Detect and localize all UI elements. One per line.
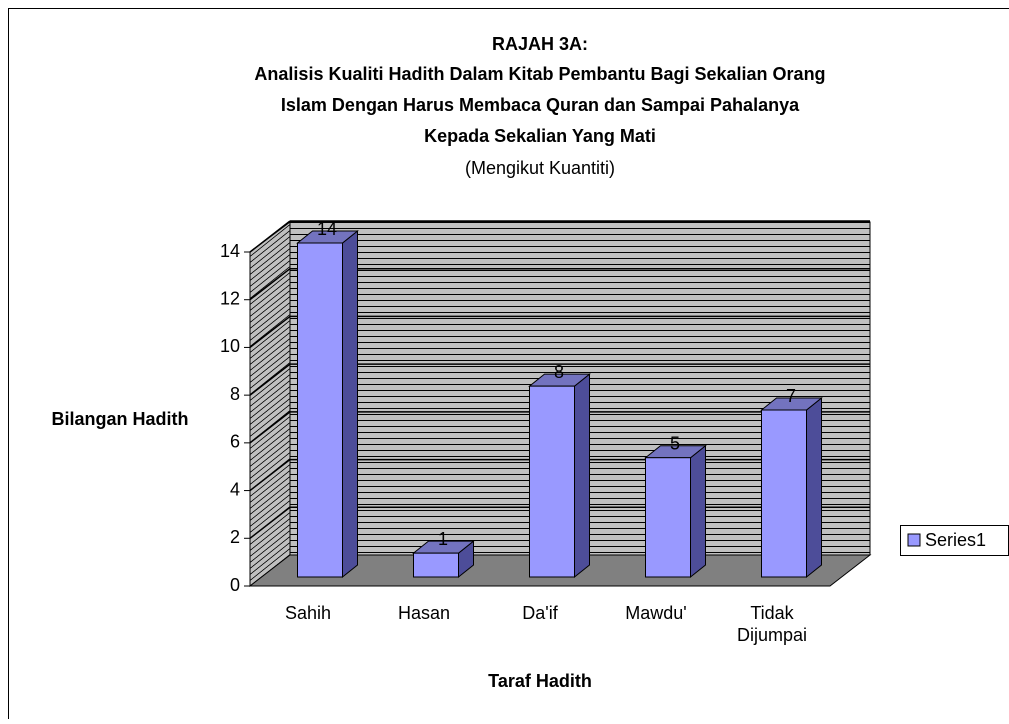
value-label: 7	[786, 386, 796, 406]
legend-label: Series1	[925, 530, 986, 550]
bar	[762, 410, 807, 577]
y-tick-label: 6	[230, 432, 240, 452]
bar-side	[807, 398, 822, 577]
title-line: RAJAH 3A:	[492, 34, 588, 54]
x-axis-label: Taraf Hadith	[488, 671, 592, 691]
x-tick-label: Tidak Dijumpai	[722, 602, 822, 646]
title-line: Kepada Sekalian Yang Mati	[424, 126, 656, 146]
y-tick-label: 8	[230, 384, 240, 404]
x-tick-label-box: Tidak Dijumpai	[722, 602, 822, 652]
y-tick-label: 0	[230, 575, 240, 595]
y-tick-label: 10	[220, 336, 240, 356]
x-tick-label-box: Sahih	[258, 602, 358, 652]
y-tick-label: 2	[230, 527, 240, 547]
value-label: 1	[438, 529, 448, 549]
x-tick-label: Mawdu'	[606, 602, 706, 624]
bar	[530, 386, 575, 577]
x-tick-label-box: Hasan	[374, 602, 474, 652]
y-tick-label: 14	[220, 241, 240, 261]
bar-side	[691, 446, 706, 577]
side-wall	[250, 222, 290, 586]
value-label: 8	[554, 362, 564, 382]
x-tick-label: Da'if	[490, 602, 590, 624]
y-tick-label: 12	[220, 288, 240, 308]
title-line: Islam Dengan Harus Membaca Quran dan Sam…	[281, 95, 800, 115]
bar-side	[575, 374, 590, 577]
legend-swatch	[908, 534, 920, 546]
title-line: Analisis Kualiti Hadith Dalam Kitab Pemb…	[254, 64, 825, 84]
y-axis-label: Bilangan Hadith	[51, 409, 188, 429]
x-tick-label: Sahih	[258, 602, 358, 624]
subtitle: (Mengikut Kuantiti)	[465, 158, 615, 178]
x-tick-label-box: Mawdu'	[606, 602, 706, 652]
bar	[414, 553, 459, 577]
bar-side	[343, 231, 358, 577]
bar	[298, 243, 343, 577]
bar	[646, 458, 691, 577]
value-label: 5	[670, 433, 680, 453]
x-tick-label: Hasan	[374, 602, 474, 624]
value-label: 14	[317, 219, 337, 239]
y-tick-label: 4	[230, 479, 240, 499]
x-tick-label-box: Da'if	[490, 602, 590, 652]
